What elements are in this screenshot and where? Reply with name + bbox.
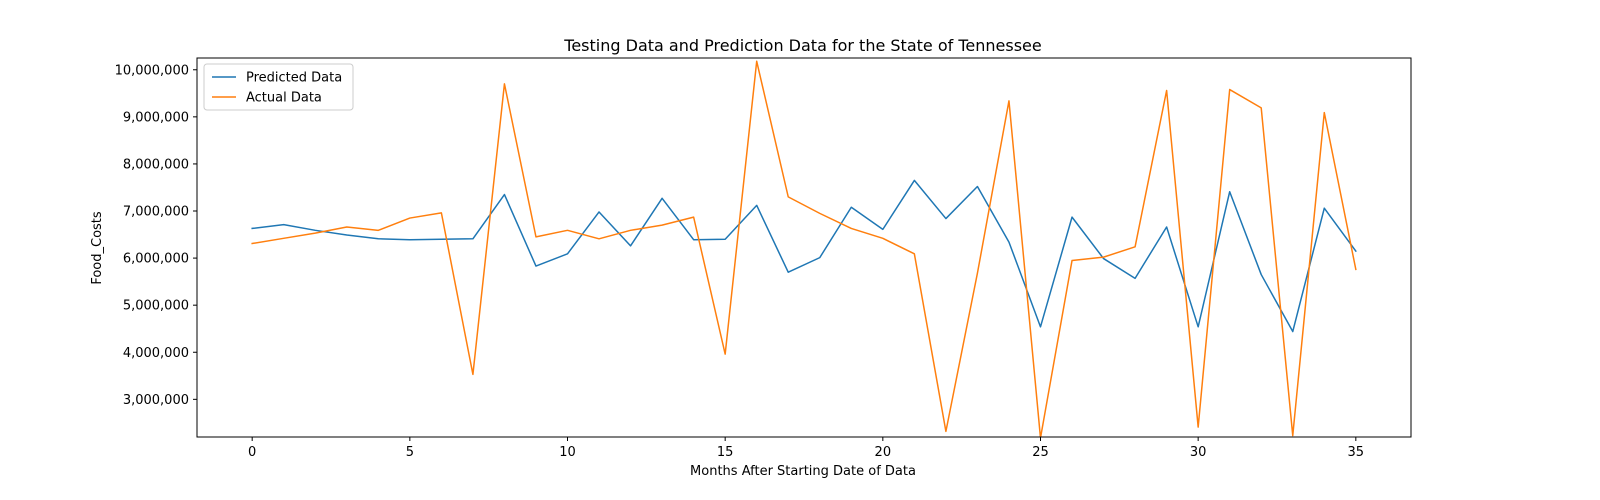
x-tick-label: 25 (1032, 445, 1049, 460)
x-tick-label: 10 (559, 445, 576, 460)
x-tick-label: 20 (875, 445, 892, 460)
chart-title: Testing Data and Prediction Data for the… (563, 36, 1041, 55)
y-axis-label: Food_Costs (90, 211, 105, 285)
x-tick-label: 30 (1190, 445, 1207, 460)
y-tick-label: 3,000,000 (123, 393, 189, 408)
y-tick-label: 4,000,000 (123, 346, 189, 361)
x-axis-label: Months After Starting Date of Data (690, 464, 916, 479)
x-tick-label: 35 (1348, 445, 1365, 460)
y-tick-label: 8,000,000 (123, 157, 189, 172)
series-line-2 (251, 60, 1357, 437)
x-tick-label: 0 (248, 445, 256, 460)
y-tick-label: 10,000,000 (115, 63, 189, 78)
legend-label: Actual Data (246, 91, 322, 106)
y-tick-label: 7,000,000 (123, 205, 189, 220)
x-tick-label: 15 (717, 445, 734, 460)
series-lines (251, 60, 1357, 437)
series-line-1 (251, 179, 1357, 333)
x-tick-label: 5 (406, 445, 414, 460)
y-tick-label: 5,000,000 (123, 299, 189, 314)
y-tick-label: 6,000,000 (123, 252, 189, 267)
plot-area: 0 5 10 15 20 25 30 35 3,000,000 4,000,000 5,000,00… (115, 57, 1412, 460)
legend: Predicted Data Actual Data (203, 63, 354, 111)
y-tick-label: 9,000,000 (123, 110, 189, 125)
legend-box (203, 63, 354, 111)
legend-label: Predicted Data (246, 71, 342, 86)
axes-frame (196, 57, 1412, 438)
